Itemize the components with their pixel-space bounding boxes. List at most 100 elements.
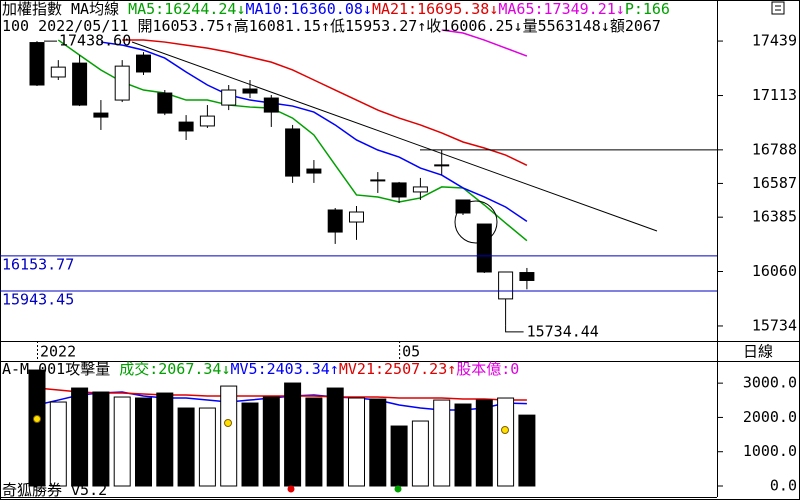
legend-entry: MV5:2403.34↑ [230,361,339,378]
trend-line [131,41,658,232]
circle-annotation [454,200,498,244]
legend-entry: MA21:16695.38↓ [371,1,499,18]
legend-entry: MV21:2507.23↑ [338,361,457,378]
candle-body [72,62,88,106]
y-tick-label: 15734 [752,316,797,334]
candle-body [114,65,130,101]
candle-body [221,89,237,106]
volume-bar [71,387,89,487]
period-label[interactable]: 日線 [743,343,773,361]
x-tick-label: 05 [402,343,420,361]
quote-text: 100 2022/05/11 開16053.75↑高16081.15↑低1595… [2,18,661,35]
signal-dot [224,419,232,427]
candle-body [136,54,151,73]
quote-line: 100 2022/05/11 開16053.75↑高16081.15↑低1595… [2,18,715,35]
y-tick-label: 16788 [752,140,797,158]
volume-bar [92,391,110,487]
volume-title: A-M.001攻擊量 [2,361,111,378]
volume-bar [475,399,493,487]
footer-text: 奇狐勝券 v5.2 [2,481,108,499]
volume-bar [497,397,515,487]
candle-body [285,128,301,177]
volume-bar [433,399,451,487]
volume-bar [411,420,429,487]
candle-body [93,112,109,118]
menu-icon[interactable] [771,1,785,15]
volume-bar [262,396,280,487]
price-legend: 加權指數 MA均線 MA5:16244.24↓MA10:16360.08↓MA21… [2,1,796,18]
candle-body [434,164,450,167]
volume-bar [284,382,302,487]
y-tick-label: 16385 [752,208,797,226]
candle-body [50,66,66,78]
candle-body [327,209,343,233]
volume-legend: A-M.001攻擊量 成交:2067.34↓MV5:2403.34↑MV21:25… [2,361,715,378]
legend-extra: 股本億:0 [456,361,520,378]
y-tick-label: 17439 [752,32,797,50]
candle-body [29,42,45,86]
candle-body [157,92,173,114]
y-tick-label: 2000.0 [743,408,797,426]
y-tick-label: 16587 [752,174,797,192]
candle-body [349,211,364,223]
signal-dot [501,426,509,434]
volume-bar [518,414,536,487]
chart-title: 加權指數 MA均線 [2,1,120,18]
candle-body [455,199,471,214]
volume-bar [369,398,387,487]
volume-bar [135,397,152,487]
candle-body [498,271,514,300]
y-tick-label: 16060 [752,262,797,280]
volume-bar [241,402,259,487]
signal-dot [287,485,295,493]
candle-body [199,115,215,127]
legend-extra: P:166 [624,1,670,18]
candle-body [370,179,386,182]
marks [28,41,536,487]
candle-body [306,168,322,174]
legend-extra: 成交:2067.34↓ [119,361,231,378]
legend-entry: MA5:16244.24↓ [128,1,246,18]
y-tick-label: 17113 [752,86,797,104]
reference-label: 15943.45 [2,290,74,308]
candle-body [476,223,492,273]
volume-bar [390,425,408,487]
y-tick-label: 3000.0 [743,374,797,392]
volume-bar [348,397,365,487]
annotation-label: 17438.60 [59,32,131,50]
series-line [441,29,528,57]
volume-bar [198,407,216,487]
candle-body [242,88,258,94]
signal-dot [33,415,41,423]
candle-body [412,186,428,193]
candle-body [178,121,194,132]
candle-body [519,272,535,281]
volume-bar [454,403,472,487]
footer: 奇狐勝券 v5.2 [2,482,107,499]
series-line [100,41,528,222]
volume-bar [305,397,323,487]
volume-bar [113,396,131,487]
candle-body [391,182,407,198]
series-line [36,391,527,411]
volume-bar [49,401,67,487]
volume-bar [326,387,344,487]
legend-entry: MA10:16360.08↓ [245,1,372,18]
x-tick-label: 2022 [40,343,76,361]
volume-bar [220,385,238,487]
volume-bar [177,407,195,487]
candle-body [263,97,279,113]
signal-dot [394,485,402,493]
annotation-leader [505,325,524,333]
annotation-label: 15734.44 [527,322,599,340]
series-line [122,39,528,166]
legend-entry: MA65:17349.21↓ [498,1,625,18]
series-line [57,39,528,242]
series-line [36,387,527,401]
volume-bar [28,369,46,487]
ma-lines [36,29,528,411]
y-tick-label: 0.0 [770,477,797,495]
volume-bar [156,392,174,487]
reference-label: 16153.77 [2,255,74,273]
